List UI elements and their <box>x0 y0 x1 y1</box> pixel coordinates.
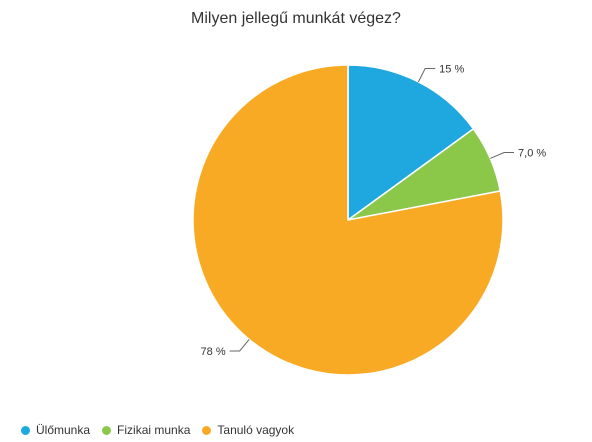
legend-swatch-tanulo-vagyok <box>202 425 212 435</box>
legend-item-fizikai-munka[interactable]: Fizikai munka <box>102 423 190 437</box>
data-label-tanulo-vagyok: 78 % <box>201 346 226 358</box>
legend-label-fizikai-munka: Fizikai munka <box>117 423 191 437</box>
legend-label-ulomunka: Ülőmunka <box>36 423 91 437</box>
legend-label-tanulo-vagyok: Tanuló vagyok <box>217 423 295 437</box>
pie-slice-tanulo-vagyok[interactable] <box>192 64 504 376</box>
connector-ulomunka <box>417 68 436 83</box>
chart-legend: Ülőmunka Fizikai munka Tanuló vagyok <box>21 423 306 437</box>
legend-swatch-ulomunka <box>21 425 30 435</box>
chart-title: Milyen jellegű munkát végez? <box>191 10 401 27</box>
legend-swatch-fizikai-munka <box>102 425 112 435</box>
data-label-fizikai-munka: 7,0 % <box>518 147 546 159</box>
data-label-ulomunka: 15 % <box>439 64 464 76</box>
legend-item-tanulo-vagyok[interactable]: Tanuló vagyok <box>202 423 294 437</box>
pie-slice-ulomunka[interactable] <box>347 64 475 221</box>
connector-fizikai-munka <box>490 151 515 159</box>
legend-item-ulomunka[interactable]: Ülőmunka <box>21 423 90 437</box>
connector-tanulo-vagyok <box>229 339 250 352</box>
